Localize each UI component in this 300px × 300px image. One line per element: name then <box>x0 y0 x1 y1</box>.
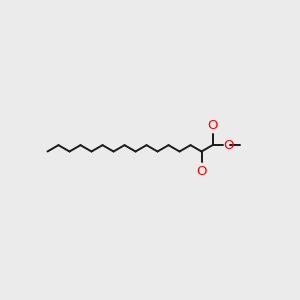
Text: O: O <box>196 165 207 178</box>
Text: O: O <box>224 139 234 152</box>
Text: O: O <box>207 119 218 132</box>
